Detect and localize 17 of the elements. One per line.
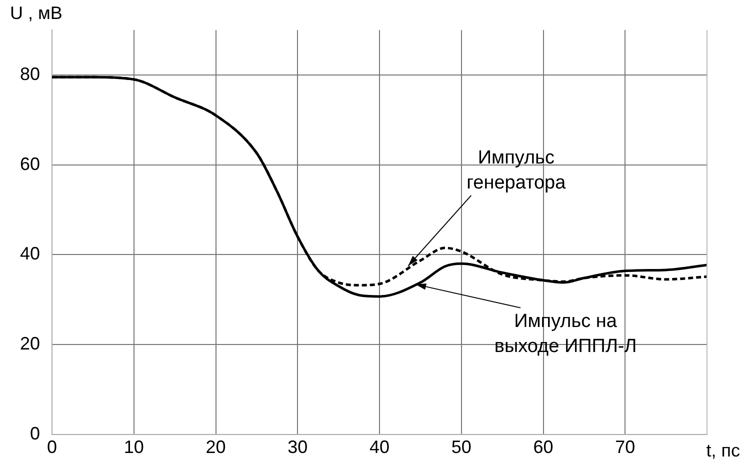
y-tick-label: 20 [20, 334, 40, 354]
y-tick-label: 0 [30, 423, 40, 444]
y-axis-title: U , мВ [10, 2, 62, 23]
y-tick-label: 40 [20, 244, 40, 264]
y-tick-label: 80 [20, 64, 40, 84]
x-tick-label: 40 [369, 437, 390, 458]
x-axis-title: t, пс [706, 440, 740, 460]
x-tick-label: 70 [615, 437, 636, 458]
x-tick-label: 0 [47, 437, 58, 458]
annotation: Импульс генератора [466, 148, 566, 194]
x-tick-label: 60 [533, 437, 554, 458]
x-tick-label: 50 [451, 437, 472, 458]
annotation: Импульс на выходе ИППЛ-Л [494, 311, 637, 358]
y-tick-label: 60 [20, 154, 40, 174]
x-tick-label: 30 [288, 437, 308, 458]
x-tick-label: 10 [124, 437, 144, 458]
x-tick-label: 20 [206, 437, 226, 458]
